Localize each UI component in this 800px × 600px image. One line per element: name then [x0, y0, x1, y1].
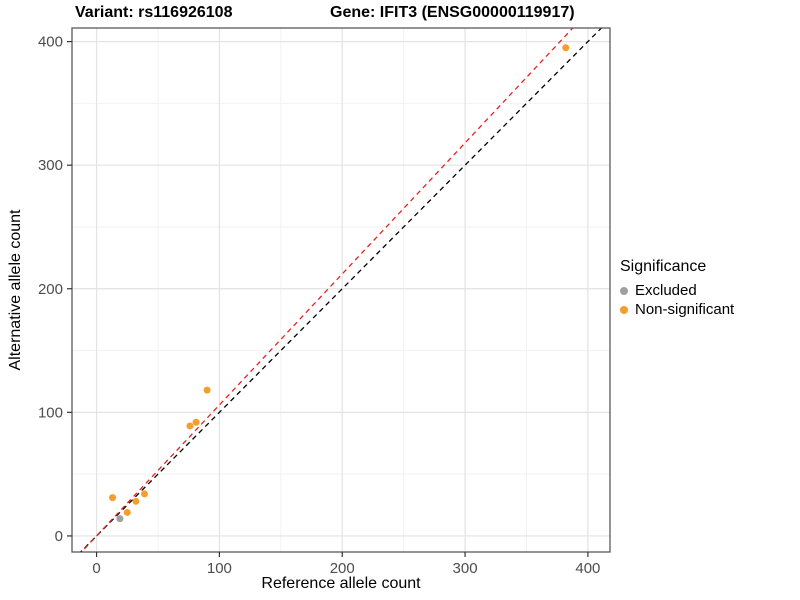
- data-point-non-significant: [186, 422, 194, 430]
- y-tick-label: 400: [38, 34, 63, 51]
- x-tick-label: 200: [330, 560, 355, 577]
- nonsignificant-dot-icon: [620, 305, 628, 314]
- y-tick-label: 0: [55, 528, 63, 545]
- x-tick-label: 400: [575, 560, 600, 577]
- plot-title-gene: Gene: IFIT3 (ENSG00000119917): [330, 4, 575, 21]
- excluded-dot-icon: [620, 286, 628, 295]
- y-tick-label: 200: [38, 281, 63, 298]
- y-tick-label: 100: [38, 404, 63, 421]
- data-point-non-significant: [203, 386, 211, 394]
- legend-item-label: Excluded: [635, 282, 697, 299]
- data-point-non-significant: [192, 418, 200, 426]
- identity-line: [79, 28, 603, 552]
- x-axis-title: Reference allele count: [261, 575, 421, 592]
- legend-title: Significance: [620, 258, 707, 275]
- y-axis-title: Alternative allele count: [7, 209, 24, 371]
- data-point-excluded: [116, 515, 124, 523]
- x-tick-label: 300: [453, 560, 478, 577]
- plot-title-variant: Variant: rs116926108: [75, 4, 233, 21]
- data-point-non-significant: [140, 490, 148, 498]
- y-tick-label: 300: [38, 157, 63, 174]
- x-tick-label: 0: [92, 560, 100, 577]
- data-point-non-significant: [132, 497, 140, 505]
- x-tick-label: 100: [207, 560, 232, 577]
- legend-item-excluded: Excluded: [620, 282, 734, 299]
- legend-item-label: Non-significant: [635, 301, 735, 318]
- data-point-non-significant: [123, 508, 131, 516]
- legend-item-nonsignificant: Non-significant: [620, 301, 734, 318]
- data-point-non-significant: [109, 494, 117, 502]
- legend: Significance Excluded Non-significant: [620, 258, 734, 320]
- data-point-non-significant: [562, 44, 570, 52]
- panel-border: [71, 27, 611, 553]
